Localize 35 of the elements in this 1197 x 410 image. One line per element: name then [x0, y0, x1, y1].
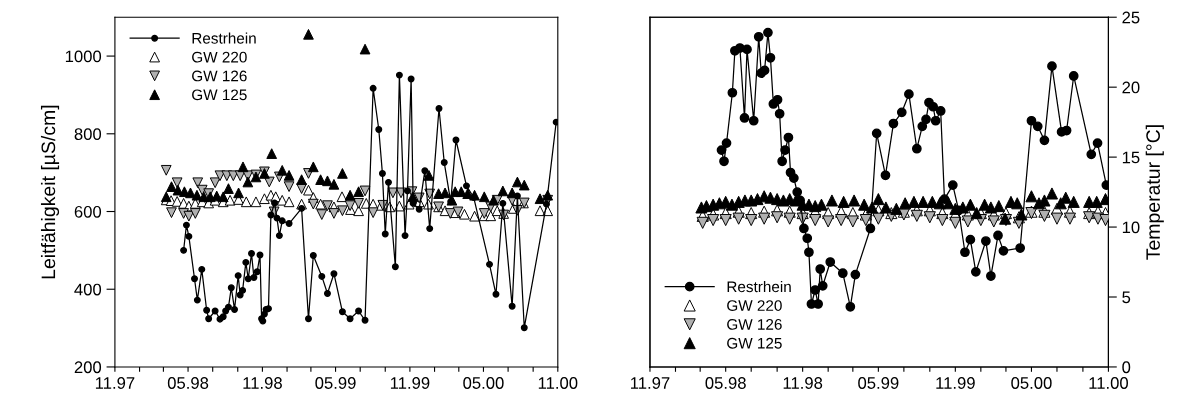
y2-axis-title: Temperatur [°C]: [1145, 125, 1164, 260]
legend-label: GW 126: [192, 70, 247, 82]
x-tick-label: 05.99: [315, 377, 356, 389]
x-tick-label: 11.98: [243, 377, 282, 389]
y-tick-label: 600: [74, 205, 102, 218]
x-tick-label: 11.00: [538, 377, 578, 389]
x-tick-label: 05.98: [167, 377, 209, 389]
legend-label: GW 220: [192, 51, 247, 63]
y2-tick-label: 10: [1122, 221, 1140, 234]
x-tick-label: 11.97: [95, 377, 135, 389]
y-axis-title: Leitfähigkeit [µS/cm]: [40, 105, 60, 279]
legend-label: GW 125: [192, 89, 247, 101]
x-tick-label: 11.99: [936, 377, 975, 389]
x-tick-label: 11.99: [390, 377, 430, 389]
y-tick-label: 800: [74, 128, 102, 140]
y2-tick-label: 25: [1122, 11, 1140, 24]
y2-tick-label: 0: [1122, 361, 1131, 374]
legend-label: GW 220: [727, 300, 782, 311]
legend-label: Restrhein: [727, 280, 791, 293]
x-tick-label: 11.98: [783, 377, 823, 389]
y2-tick-label: 5: [1122, 291, 1131, 304]
x-tick-label: 05.98: [705, 377, 746, 389]
y2-tick-label: 15: [1122, 151, 1140, 164]
x-tick-label: 11.97: [631, 377, 670, 389]
legend-label: GW 126: [727, 319, 782, 330]
x-tick-label: 11.00: [1089, 377, 1129, 389]
x-tick-label: 05.99: [858, 377, 899, 389]
legend-label: GW 125: [727, 337, 782, 349]
x-tick-label: 05.00: [1011, 377, 1052, 389]
y-tick-label: 1000: [65, 50, 102, 63]
y-tick-label: 200: [74, 361, 102, 374]
x-tick-label: 05.00: [463, 377, 504, 389]
y-tick-label: 400: [74, 283, 102, 296]
y2-tick-label: 20: [1122, 81, 1140, 94]
legend-label: Restrhein: [192, 32, 256, 44]
